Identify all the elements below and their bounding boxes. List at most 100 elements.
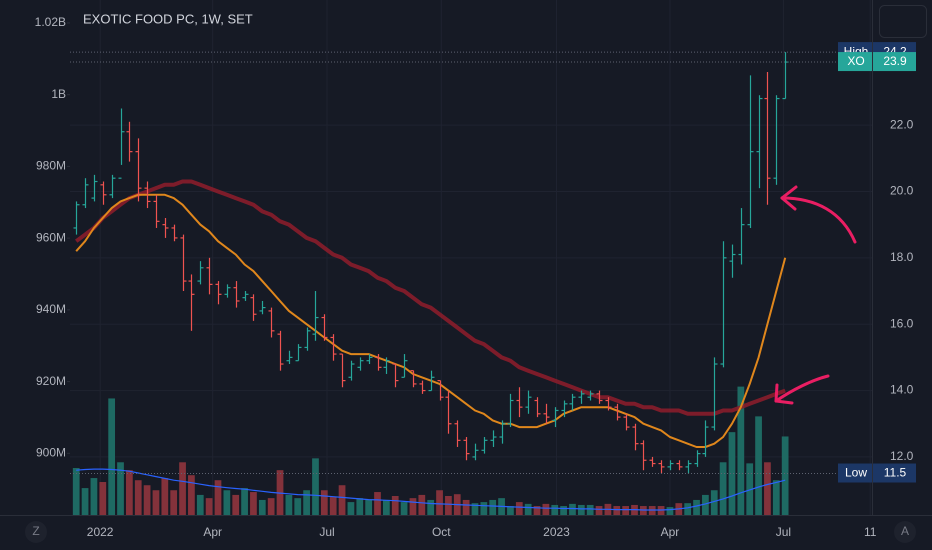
volume-bar — [214, 480, 222, 515]
volume-bar — [152, 490, 160, 515]
volume-bar — [338, 485, 346, 515]
x-tick-label: Apr — [661, 525, 680, 539]
line-layer — [75, 179, 787, 511]
arrow-head — [780, 185, 798, 211]
volume-bar — [781, 436, 789, 515]
volume-bar — [409, 498, 417, 515]
y-tick-label: 12.0 — [890, 449, 914, 463]
marker-label: Low — [845, 466, 867, 480]
volume-bar — [347, 502, 355, 515]
volume-bar — [622, 506, 630, 515]
volume-bar — [365, 499, 373, 515]
ma-line — [75, 179, 786, 416]
volume-bar — [250, 492, 257, 515]
volume-bar — [143, 485, 151, 515]
x-tick-label: Jul — [776, 525, 791, 539]
y-tick-label: 20.0 — [890, 184, 914, 198]
marker-label-bg — [838, 463, 874, 483]
volume-bar — [391, 495, 399, 515]
volume-bar — [320, 490, 328, 515]
right-button[interactable]: A — [901, 524, 909, 538]
button-bg[interactable] — [894, 521, 916, 543]
volume-bar — [613, 506, 621, 515]
y2-tick-label: 920M — [36, 374, 66, 388]
volume-bar — [586, 504, 594, 515]
volume-bar — [400, 502, 408, 515]
volume-bar — [329, 497, 337, 515]
volume-bar — [542, 503, 550, 515]
arrow — [774, 374, 830, 403]
volume-bar — [480, 502, 488, 515]
scale-box[interactable] — [879, 5, 927, 38]
volume-bar — [72, 468, 80, 515]
volume-bar — [312, 458, 319, 515]
chart-title: EXOTIC FOOD PC, 1W, SET — [83, 11, 253, 26]
volume-bar — [436, 490, 443, 515]
volume-bar — [693, 499, 700, 515]
volume-bar — [764, 462, 771, 515]
y2-tick-label: 1B — [51, 87, 66, 101]
left-button[interactable]: Z — [32, 524, 39, 538]
volume-bar — [161, 478, 169, 515]
ohlc-layer — [73, 52, 789, 474]
ma-line — [76, 468, 786, 511]
marker-value: 23.9 — [883, 54, 907, 68]
volume-bar — [445, 495, 452, 515]
volume-bar — [719, 462, 727, 515]
volume-bar — [533, 506, 541, 515]
volume-bar — [90, 478, 98, 515]
arrow-head — [774, 383, 794, 405]
volume-bar — [471, 503, 479, 515]
volume-bar — [285, 494, 293, 515]
volume-bar — [666, 507, 674, 515]
volume-bar — [188, 475, 195, 515]
volume-bar — [196, 494, 204, 515]
x-tick-label: Apr — [203, 525, 222, 539]
volume-bar — [569, 503, 576, 515]
volume-bar — [126, 470, 133, 515]
volume-bar — [205, 498, 213, 515]
volume-bar — [383, 499, 390, 515]
volume-bar — [427, 499, 435, 515]
marker-value: 11.5 — [884, 466, 907, 480]
y2-tick-label: 900M — [36, 445, 66, 459]
volume-bar — [710, 490, 718, 515]
volume-bar — [728, 432, 736, 515]
y-tick-label: 18.0 — [890, 250, 914, 264]
volume-bar — [117, 462, 124, 515]
volume-bar — [684, 503, 692, 515]
axis-layer: 12.0 14.0 16.0 18.0 20.0 22.0 900M 920M 940M 960M… — [35, 15, 914, 539]
volume-bar — [232, 494, 240, 515]
y2-tick-label: 980M — [36, 159, 66, 173]
volume-bar — [223, 490, 231, 515]
volume-bar — [418, 494, 426, 515]
y-tick-label: 16.0 — [890, 316, 914, 330]
volume-bar — [108, 398, 116, 515]
y2-tick-label: 960M — [36, 230, 66, 244]
marker-label-bg — [838, 52, 874, 72]
volume-bar — [179, 462, 186, 515]
volume-bar — [560, 506, 567, 515]
volume-bar — [267, 498, 275, 515]
volume-bar — [755, 416, 762, 515]
marker-value-bg — [874, 463, 916, 483]
volume-bar — [577, 504, 585, 515]
volume-bar — [303, 490, 310, 515]
volume-bar — [489, 499, 497, 515]
volume-bar — [772, 480, 780, 515]
volume-bar — [702, 494, 709, 515]
x-tick-label: 2023 — [543, 525, 570, 539]
x-tick-label: 2022 — [87, 525, 114, 539]
volume-bar — [595, 506, 603, 515]
volume-bar — [507, 506, 514, 515]
x-tick-label: 11 — [864, 525, 877, 539]
volume-bar — [551, 504, 559, 515]
button-bg[interactable] — [25, 521, 47, 543]
volume-bar — [134, 480, 142, 515]
y-tick-label: 14.0 — [890, 383, 914, 397]
y-tick-label: 22.0 — [890, 117, 914, 131]
volume-bar — [258, 499, 266, 515]
